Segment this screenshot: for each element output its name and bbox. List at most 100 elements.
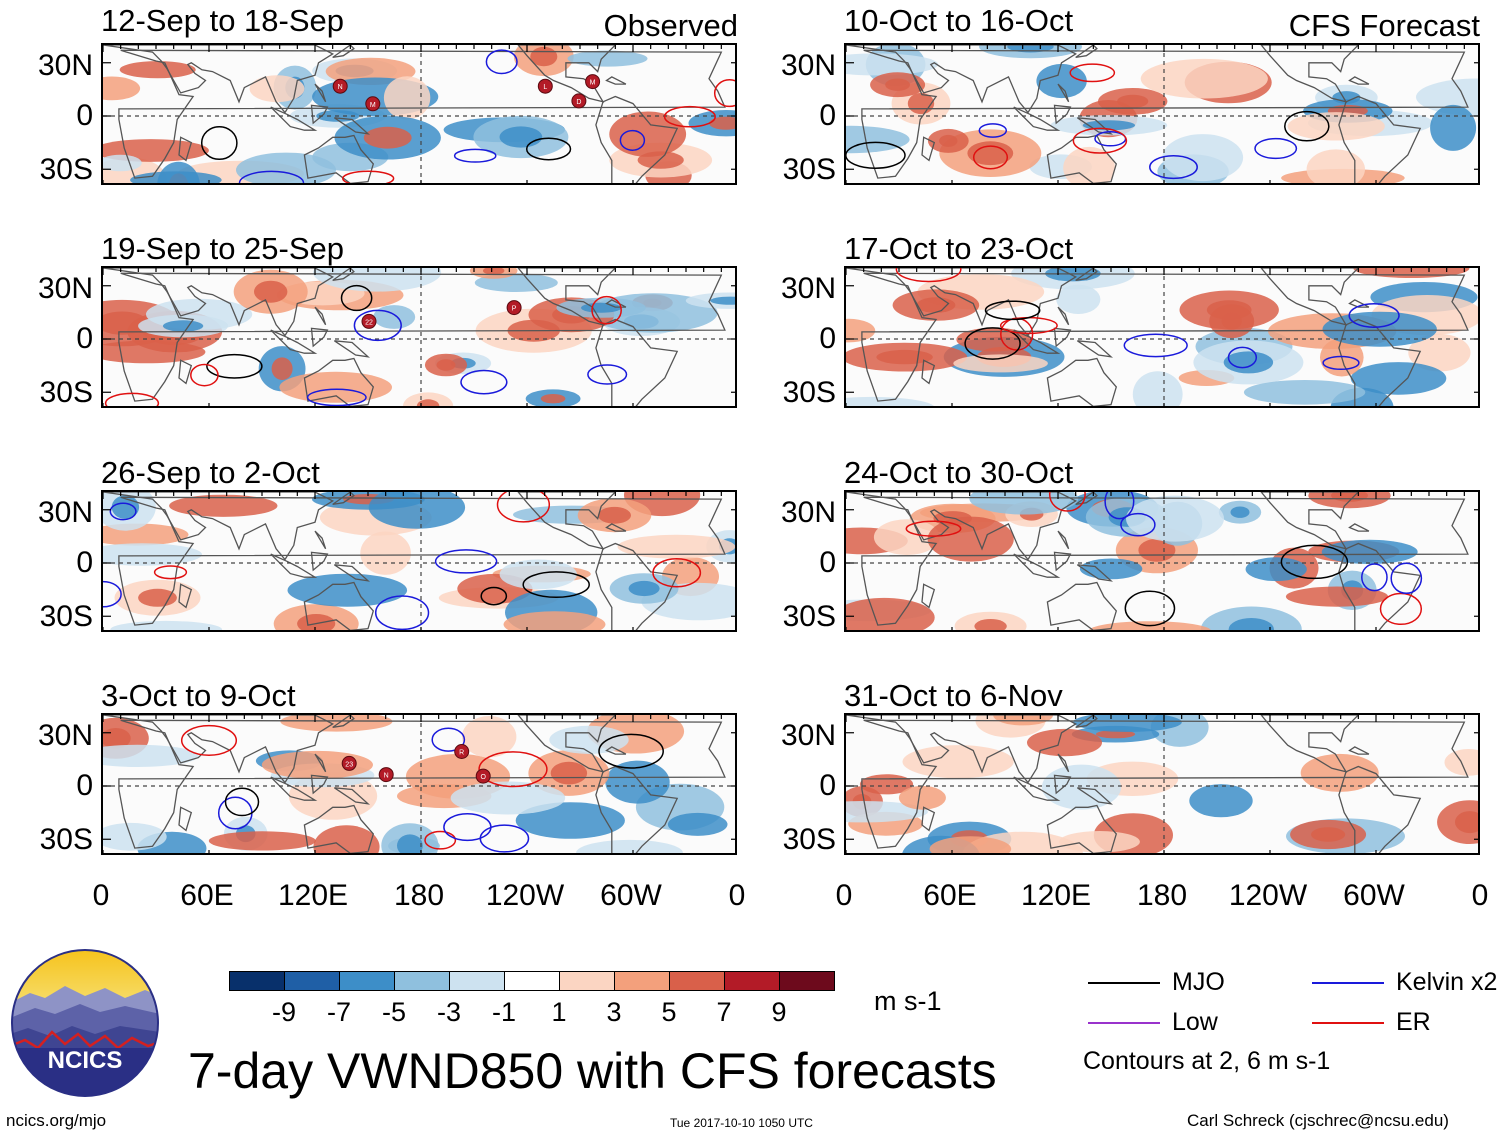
colorbar-swatch bbox=[339, 971, 395, 991]
colorbar-swatch bbox=[669, 971, 725, 991]
panel-title: 24-Oct to 30-Oct bbox=[844, 455, 1074, 490]
map-panel-fc1 bbox=[844, 43, 1480, 185]
ncics-logo: NCICS bbox=[10, 948, 160, 1098]
storm-label: M bbox=[590, 80, 596, 87]
colorbar-tick: 5 bbox=[661, 997, 677, 1027]
storm-label: R bbox=[459, 750, 464, 757]
panel-title: 19-Sep to 25-Sep bbox=[101, 231, 345, 266]
legend-note: Contours at 2, 6 m s-1 bbox=[1083, 1047, 1331, 1075]
lat-label: 30N bbox=[780, 49, 836, 82]
lat-label: 0 bbox=[819, 99, 836, 132]
storm-marker: M bbox=[585, 74, 601, 90]
lon-label: 120E bbox=[1020, 879, 1092, 912]
lat-label: 0 bbox=[819, 546, 836, 579]
lon-label: 0 bbox=[1471, 879, 1489, 912]
legend-swatch-mjo bbox=[1088, 982, 1160, 984]
legend-swatch-low bbox=[1088, 1022, 1160, 1024]
storm-label: N bbox=[384, 773, 389, 780]
lat-label: 30N bbox=[780, 719, 836, 752]
storm-label: D bbox=[576, 99, 581, 106]
lon-label: 60W bbox=[600, 879, 662, 912]
storm-marker: 23 bbox=[341, 755, 357, 771]
lon-label: 0 bbox=[92, 879, 110, 912]
lat-label: 0 bbox=[76, 322, 93, 355]
colorbar-swatch bbox=[779, 971, 835, 991]
footer-url[interactable]: ncics.org/mjo bbox=[6, 1111, 107, 1130]
colorbar-tick: -1 bbox=[491, 997, 516, 1027]
panel-title: 12-Sep to 18-Sep bbox=[101, 3, 345, 38]
lon-label: 0 bbox=[728, 879, 746, 912]
lon-label: 60E bbox=[923, 879, 977, 912]
lat-label: 30N bbox=[37, 719, 93, 752]
lat-label: 30N bbox=[780, 272, 836, 305]
lat-label: 0 bbox=[76, 99, 93, 132]
storm-marker: M bbox=[365, 96, 381, 112]
lon-label: 0 bbox=[835, 879, 853, 912]
lat-label: 30N bbox=[780, 496, 836, 529]
storm-label: O bbox=[480, 774, 486, 781]
colorbar-tick: -7 bbox=[326, 997, 351, 1027]
colorbar-units: m s-1 bbox=[874, 986, 942, 1016]
lat-label: 30S bbox=[39, 600, 93, 633]
main-title: 7-day VWND850 with CFS forecasts bbox=[188, 1043, 997, 1099]
storm-label: L bbox=[543, 84, 547, 91]
storm-label: P bbox=[512, 306, 517, 313]
colorbar-tick: 1 bbox=[551, 997, 567, 1027]
lon-label: 60W bbox=[1343, 879, 1405, 912]
storm-label: N bbox=[338, 84, 343, 91]
colorbar-swatch bbox=[504, 971, 560, 991]
legend-label: MJO bbox=[1172, 968, 1225, 996]
colorbar-swatch bbox=[449, 971, 505, 991]
map-panel-obs1: D N M M L bbox=[101, 43, 737, 185]
lat-label: 30S bbox=[782, 153, 836, 186]
storm-marker: L bbox=[537, 78, 553, 94]
storm-label: 22 bbox=[365, 319, 373, 326]
lat-label: 30N bbox=[37, 272, 93, 305]
lat-label: 0 bbox=[819, 322, 836, 355]
map-panel-fc2 bbox=[844, 266, 1480, 408]
legend-swatch-er bbox=[1312, 1022, 1384, 1024]
lon-label: 120E bbox=[277, 879, 349, 912]
lon-label: 180 bbox=[393, 879, 445, 912]
storm-marker: P bbox=[506, 300, 522, 316]
legend-label: Kelvin x2 bbox=[1396, 968, 1498, 996]
lon-label: 180 bbox=[1136, 879, 1188, 912]
legend-label: Low bbox=[1172, 1008, 1218, 1036]
observed-header: Observed bbox=[603, 8, 738, 43]
colorbar-swatch bbox=[284, 971, 340, 991]
colorbar-swatch bbox=[724, 971, 780, 991]
lat-label: 30N bbox=[37, 496, 93, 529]
colorbar-tick: 9 bbox=[771, 997, 787, 1027]
lat-label: 0 bbox=[819, 769, 836, 802]
lat-label: 30S bbox=[39, 823, 93, 856]
panel-title: 26-Sep to 2-Oct bbox=[101, 455, 320, 490]
storm-marker: N bbox=[378, 767, 394, 783]
map-panel-obs3 bbox=[101, 490, 737, 632]
storm-label: 23 bbox=[345, 761, 353, 768]
storm-marker: R bbox=[454, 744, 470, 759]
colorbar-tick: -5 bbox=[381, 997, 406, 1027]
colorbar-tick: -3 bbox=[436, 997, 461, 1027]
colorbar-tick: 3 bbox=[606, 997, 622, 1027]
panel-title: 10-Oct to 16-Oct bbox=[844, 3, 1074, 38]
colorbar-tick: -9 bbox=[271, 997, 296, 1027]
colorbar-tick: 7 bbox=[716, 997, 732, 1027]
map-panel-obs4: 23 R N O bbox=[101, 713, 737, 855]
map-panel-fc3 bbox=[844, 490, 1480, 632]
map-panel-fc4 bbox=[844, 713, 1480, 855]
legend-label: ER bbox=[1396, 1008, 1431, 1036]
lat-label: 30S bbox=[39, 376, 93, 409]
legend-swatch-kelvin-x2 bbox=[1312, 982, 1384, 984]
lon-label: 60E bbox=[180, 879, 234, 912]
colorbar-swatch bbox=[394, 971, 450, 991]
storm-marker: D bbox=[571, 93, 587, 109]
storm-marker: O bbox=[475, 768, 491, 784]
map-panel-obs2: 22 P bbox=[101, 266, 737, 408]
lat-label: 30S bbox=[39, 153, 93, 186]
colorbar-swatch bbox=[614, 971, 670, 991]
lat-label: 30S bbox=[782, 600, 836, 633]
lat-label: 0 bbox=[76, 546, 93, 579]
lon-label: 120W bbox=[485, 879, 565, 912]
storm-marker: 22 bbox=[361, 313, 377, 329]
lat-label: 30N bbox=[37, 49, 93, 82]
